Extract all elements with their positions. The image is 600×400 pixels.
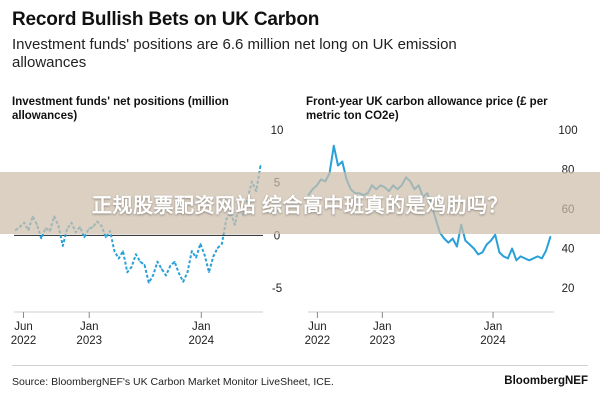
price-data-point <box>541 257 543 260</box>
price-data-point <box>333 145 335 147</box>
positions-x-tick-label: Jan 2023 <box>76 321 102 345</box>
positions-data-point <box>195 256 197 259</box>
right-panel-title: Front-year UK carbon allowance price (£ … <box>306 96 548 122</box>
price-x-tick-label: Jan 2024 <box>480 321 506 345</box>
positions-data-point <box>216 247 219 249</box>
positions-data-point <box>212 255 215 258</box>
price-data-point <box>494 233 496 236</box>
positions-data-point <box>191 250 193 252</box>
positions-data-point <box>148 281 150 284</box>
price-data-point <box>477 253 479 256</box>
price-data-point <box>515 259 518 262</box>
price-y-tick-label: 100 <box>558 125 577 137</box>
price-data-point <box>481 251 484 254</box>
price-data-point <box>528 259 530 262</box>
positions-data-point <box>160 268 163 270</box>
price-data-point <box>456 245 458 248</box>
overlay-banner-text: 正规股票配资网站 综合高中班真的是鸡肋吗？ <box>91 194 509 217</box>
chart-headline: Record Bullish Bets on UK Carbon <box>12 9 320 30</box>
price-data-point <box>532 257 535 260</box>
price-data-point <box>524 257 526 260</box>
positions-y-tick-label: 10 <box>271 125 284 137</box>
price-data-point <box>502 255 505 258</box>
positions-data-point <box>165 274 167 277</box>
price-data-point <box>511 247 513 250</box>
positions-data-point <box>186 271 189 273</box>
positions-data-point <box>259 165 262 167</box>
price-data-point <box>443 237 445 240</box>
positions-data-point <box>208 271 210 273</box>
price-data-point <box>341 160 344 163</box>
price-y-tick-label: 40 <box>562 244 575 256</box>
positions-data-point <box>122 250 124 252</box>
overlay-banner: 正规股票配资网站 综合高中班真的是鸡肋吗？ <box>0 172 600 234</box>
chart-subheadline: Investment funds' positions are 6.6 mill… <box>12 36 457 71</box>
positions-data-point <box>117 257 120 260</box>
price-data-point <box>473 247 475 250</box>
price-x-tick-label: Jan 2023 <box>370 321 396 345</box>
price-data-point <box>447 241 450 244</box>
positions-data-point <box>203 254 206 257</box>
price-data-point <box>536 255 539 258</box>
positions-data-point <box>139 260 141 263</box>
positions-data-point <box>156 260 159 263</box>
positions-data-point <box>40 237 43 240</box>
positions-data-point <box>113 250 116 252</box>
positions-data-point <box>130 266 133 268</box>
positions-data-point <box>173 260 176 263</box>
positions-data-point <box>83 236 86 239</box>
positions-data-point <box>199 243 202 245</box>
price-y-tick-label: 20 <box>562 283 575 295</box>
price-data-point <box>337 164 339 167</box>
positions-data-point <box>221 243 223 245</box>
positions-data-point <box>169 265 172 267</box>
positions-data-point <box>143 264 146 266</box>
positions-data-point <box>126 271 129 273</box>
source-note: Source: BloombergNEF's UK Carbon Market … <box>12 376 334 388</box>
price-data-point <box>545 249 547 252</box>
brand-logo: BloombergNEF <box>504 375 588 387</box>
positions-data-point <box>135 253 137 256</box>
price-data-point <box>507 257 509 260</box>
footer-divider <box>12 365 588 366</box>
price-data-point <box>519 255 522 258</box>
price-data-point <box>490 239 492 242</box>
positions-data-point <box>152 274 154 277</box>
positions-data-point <box>105 236 107 239</box>
left-panel-title: Investment funds' net positions (million… <box>12 96 229 122</box>
price-x-tick-label: Jun 2022 <box>305 321 331 345</box>
price-data-point <box>464 239 467 242</box>
positions-data-point <box>182 280 184 283</box>
price-data-point <box>485 243 488 246</box>
positions-y-tick-label: 0 <box>274 230 280 242</box>
positions-x-tick-label: Jan 2024 <box>188 321 214 345</box>
price-data-point <box>451 237 454 240</box>
positions-data-point <box>178 272 180 275</box>
price-data-point <box>468 243 471 246</box>
price-data-point <box>549 235 552 238</box>
price-data-point <box>498 251 501 254</box>
positions-y-tick-label: -5 <box>272 283 282 295</box>
positions-data-point <box>62 245 64 247</box>
positions-x-tick-label: Jun 2022 <box>11 321 37 345</box>
